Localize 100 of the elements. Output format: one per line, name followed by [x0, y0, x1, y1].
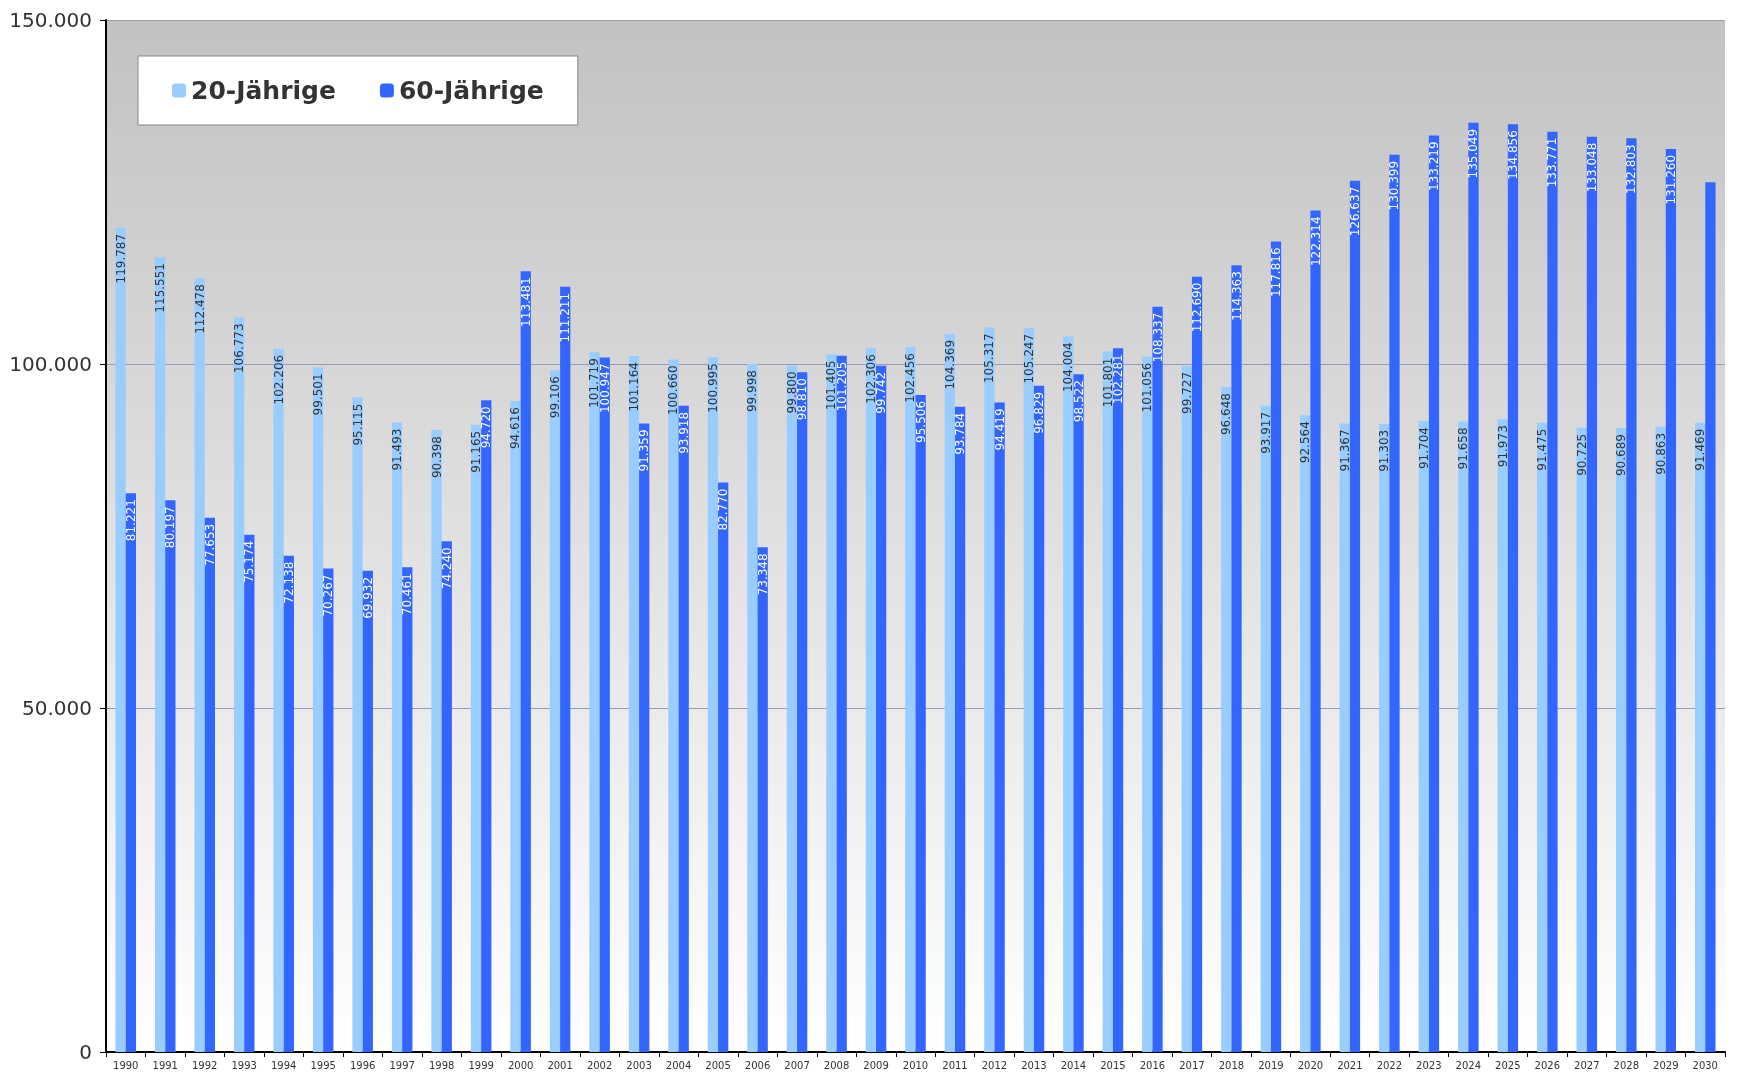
data-label: 101.164: [626, 361, 641, 412]
data-label: 105.317: [982, 333, 997, 384]
data-label: 90.863: [1653, 432, 1668, 475]
data-label: 117.816: [1269, 247, 1284, 298]
x-tick-label: 2008: [823, 1059, 850, 1071]
x-tick-label: 1990: [113, 1059, 139, 1071]
y-tick-label: 150.000: [9, 8, 92, 32]
x-tick-label: 2012: [981, 1059, 1008, 1071]
data-label: 96.648: [1219, 393, 1234, 436]
data-label: 130.399: [1387, 160, 1402, 211]
data-label: 132.803: [1624, 144, 1639, 194]
data-label: 75.174: [242, 540, 257, 583]
data-label: 94.419: [992, 408, 1007, 451]
data-label: 119.787: [113, 233, 128, 284]
data-label: 101.205: [834, 361, 849, 412]
x-tick-label: 1997: [389, 1059, 415, 1071]
data-label: 134.856: [1505, 130, 1520, 180]
x-tick-label: 2018: [1218, 1059, 1245, 1071]
data-label: 72.138: [281, 561, 296, 604]
y-tick-label: 100.000: [9, 352, 92, 376]
data-label: 90.689: [1614, 434, 1629, 477]
x-tick-label: 2028: [1613, 1059, 1640, 1071]
data-label: 105.247: [1021, 333, 1036, 384]
data-label: 98.522: [1071, 380, 1086, 423]
x-tick-label: 1996: [349, 1059, 376, 1071]
x-tick-label: 2023: [1416, 1059, 1442, 1071]
data-label: 99.742: [874, 371, 889, 414]
data-label: 133.219: [1426, 141, 1441, 192]
data-label: 115.551: [153, 263, 168, 313]
data-label: 100.947: [597, 363, 612, 414]
x-tick-label: 2027: [1574, 1059, 1600, 1071]
data-label: 122.314: [1308, 216, 1323, 267]
data-label: 91.658: [1456, 427, 1471, 470]
data-label: 95.506: [913, 400, 928, 443]
data-label: 90.398: [429, 436, 444, 479]
data-label: 112.478: [192, 284, 207, 334]
data-label: 93.784: [953, 412, 968, 455]
x-tick-label: 1995: [310, 1059, 336, 1071]
data-label: 133.771: [1545, 137, 1560, 188]
data-label: 114.363: [1229, 271, 1244, 321]
data-label: 70.267: [321, 574, 336, 617]
data-label: 77.653: [202, 523, 217, 566]
x-tick-label: 2005: [705, 1059, 731, 1071]
x-tick-label: 2013: [1021, 1059, 1047, 1071]
x-tick-label: 1993: [231, 1059, 257, 1071]
data-label: 106.773: [232, 323, 247, 374]
data-label: 102.206: [271, 354, 286, 405]
data-label: 133.048: [1584, 142, 1599, 193]
data-label: 91.359: [637, 429, 652, 472]
data-label: 108.337: [1150, 312, 1165, 363]
data-label: 99.501: [311, 373, 326, 416]
data-label: 91.475: [1535, 428, 1550, 471]
x-tick-label: 2019: [1258, 1059, 1284, 1071]
data-label: 135.049: [1466, 128, 1481, 179]
legend-label: 20-Jährige: [191, 76, 336, 105]
data-label: 102.456: [903, 353, 918, 403]
data-label: 99.727: [1179, 371, 1194, 414]
x-tick-label: 2002: [586, 1059, 613, 1071]
data-label: 91.367: [1337, 429, 1352, 472]
data-label: 126.637: [1348, 186, 1362, 237]
x-tick-label: 2009: [863, 1059, 889, 1071]
data-label: 104.369: [942, 339, 957, 390]
x-tick-label: 2029: [1653, 1059, 1679, 1071]
x-tick-label: 2026: [1534, 1059, 1561, 1071]
data-label: 81.221: [123, 499, 138, 542]
data-label: 92.564: [1298, 421, 1313, 464]
x-tick-label: 2024: [1455, 1059, 1482, 1071]
data-label: 102.281: [1111, 354, 1126, 404]
x-tick-label: 2016: [1139, 1059, 1166, 1071]
legend-label: 60-Jährige: [398, 76, 544, 105]
data-label: 93.917: [1258, 411, 1273, 454]
x-tick-label: 2015: [1100, 1059, 1126, 1071]
x-tick-label: 1991: [152, 1059, 178, 1071]
x-tick-label: 2000: [507, 1059, 534, 1071]
data-label: 113.481: [518, 277, 533, 327]
data-label: 91.973: [1495, 425, 1510, 468]
data-label: 91.493: [390, 428, 405, 471]
x-tick-label: 2001: [547, 1059, 573, 1071]
data-label: 80.197: [163, 506, 178, 549]
y-tick-label: 0: [79, 1040, 92, 1064]
x-tick-label: 2006: [744, 1059, 771, 1071]
data-label: 131.260: [1663, 154, 1678, 205]
x-tick-label: 2003: [626, 1059, 652, 1071]
data-label: 73.348: [755, 553, 770, 596]
x-tick-label: 2004: [665, 1059, 692, 1071]
x-tick-label: 2017: [1179, 1059, 1205, 1071]
x-tick-label: 1992: [191, 1059, 218, 1071]
x-tick-label: 2022: [1376, 1059, 1403, 1071]
data-label: 99.998: [745, 370, 760, 413]
x-tick-label: 1994: [270, 1059, 297, 1071]
x-tick-label: 2020: [1297, 1059, 1324, 1071]
x-tick-label: 2010: [902, 1059, 929, 1071]
data-label: 74.240: [439, 547, 454, 590]
x-tick-label: 2007: [784, 1059, 810, 1071]
data-label: 90.725: [1574, 433, 1589, 476]
data-label: 93.918: [676, 411, 691, 454]
x-tick-label: 2030: [1692, 1059, 1718, 1071]
x-tick-label: 2011: [942, 1059, 968, 1071]
data-label: 70.461: [400, 573, 415, 616]
data-label: 96.829: [1032, 391, 1047, 434]
